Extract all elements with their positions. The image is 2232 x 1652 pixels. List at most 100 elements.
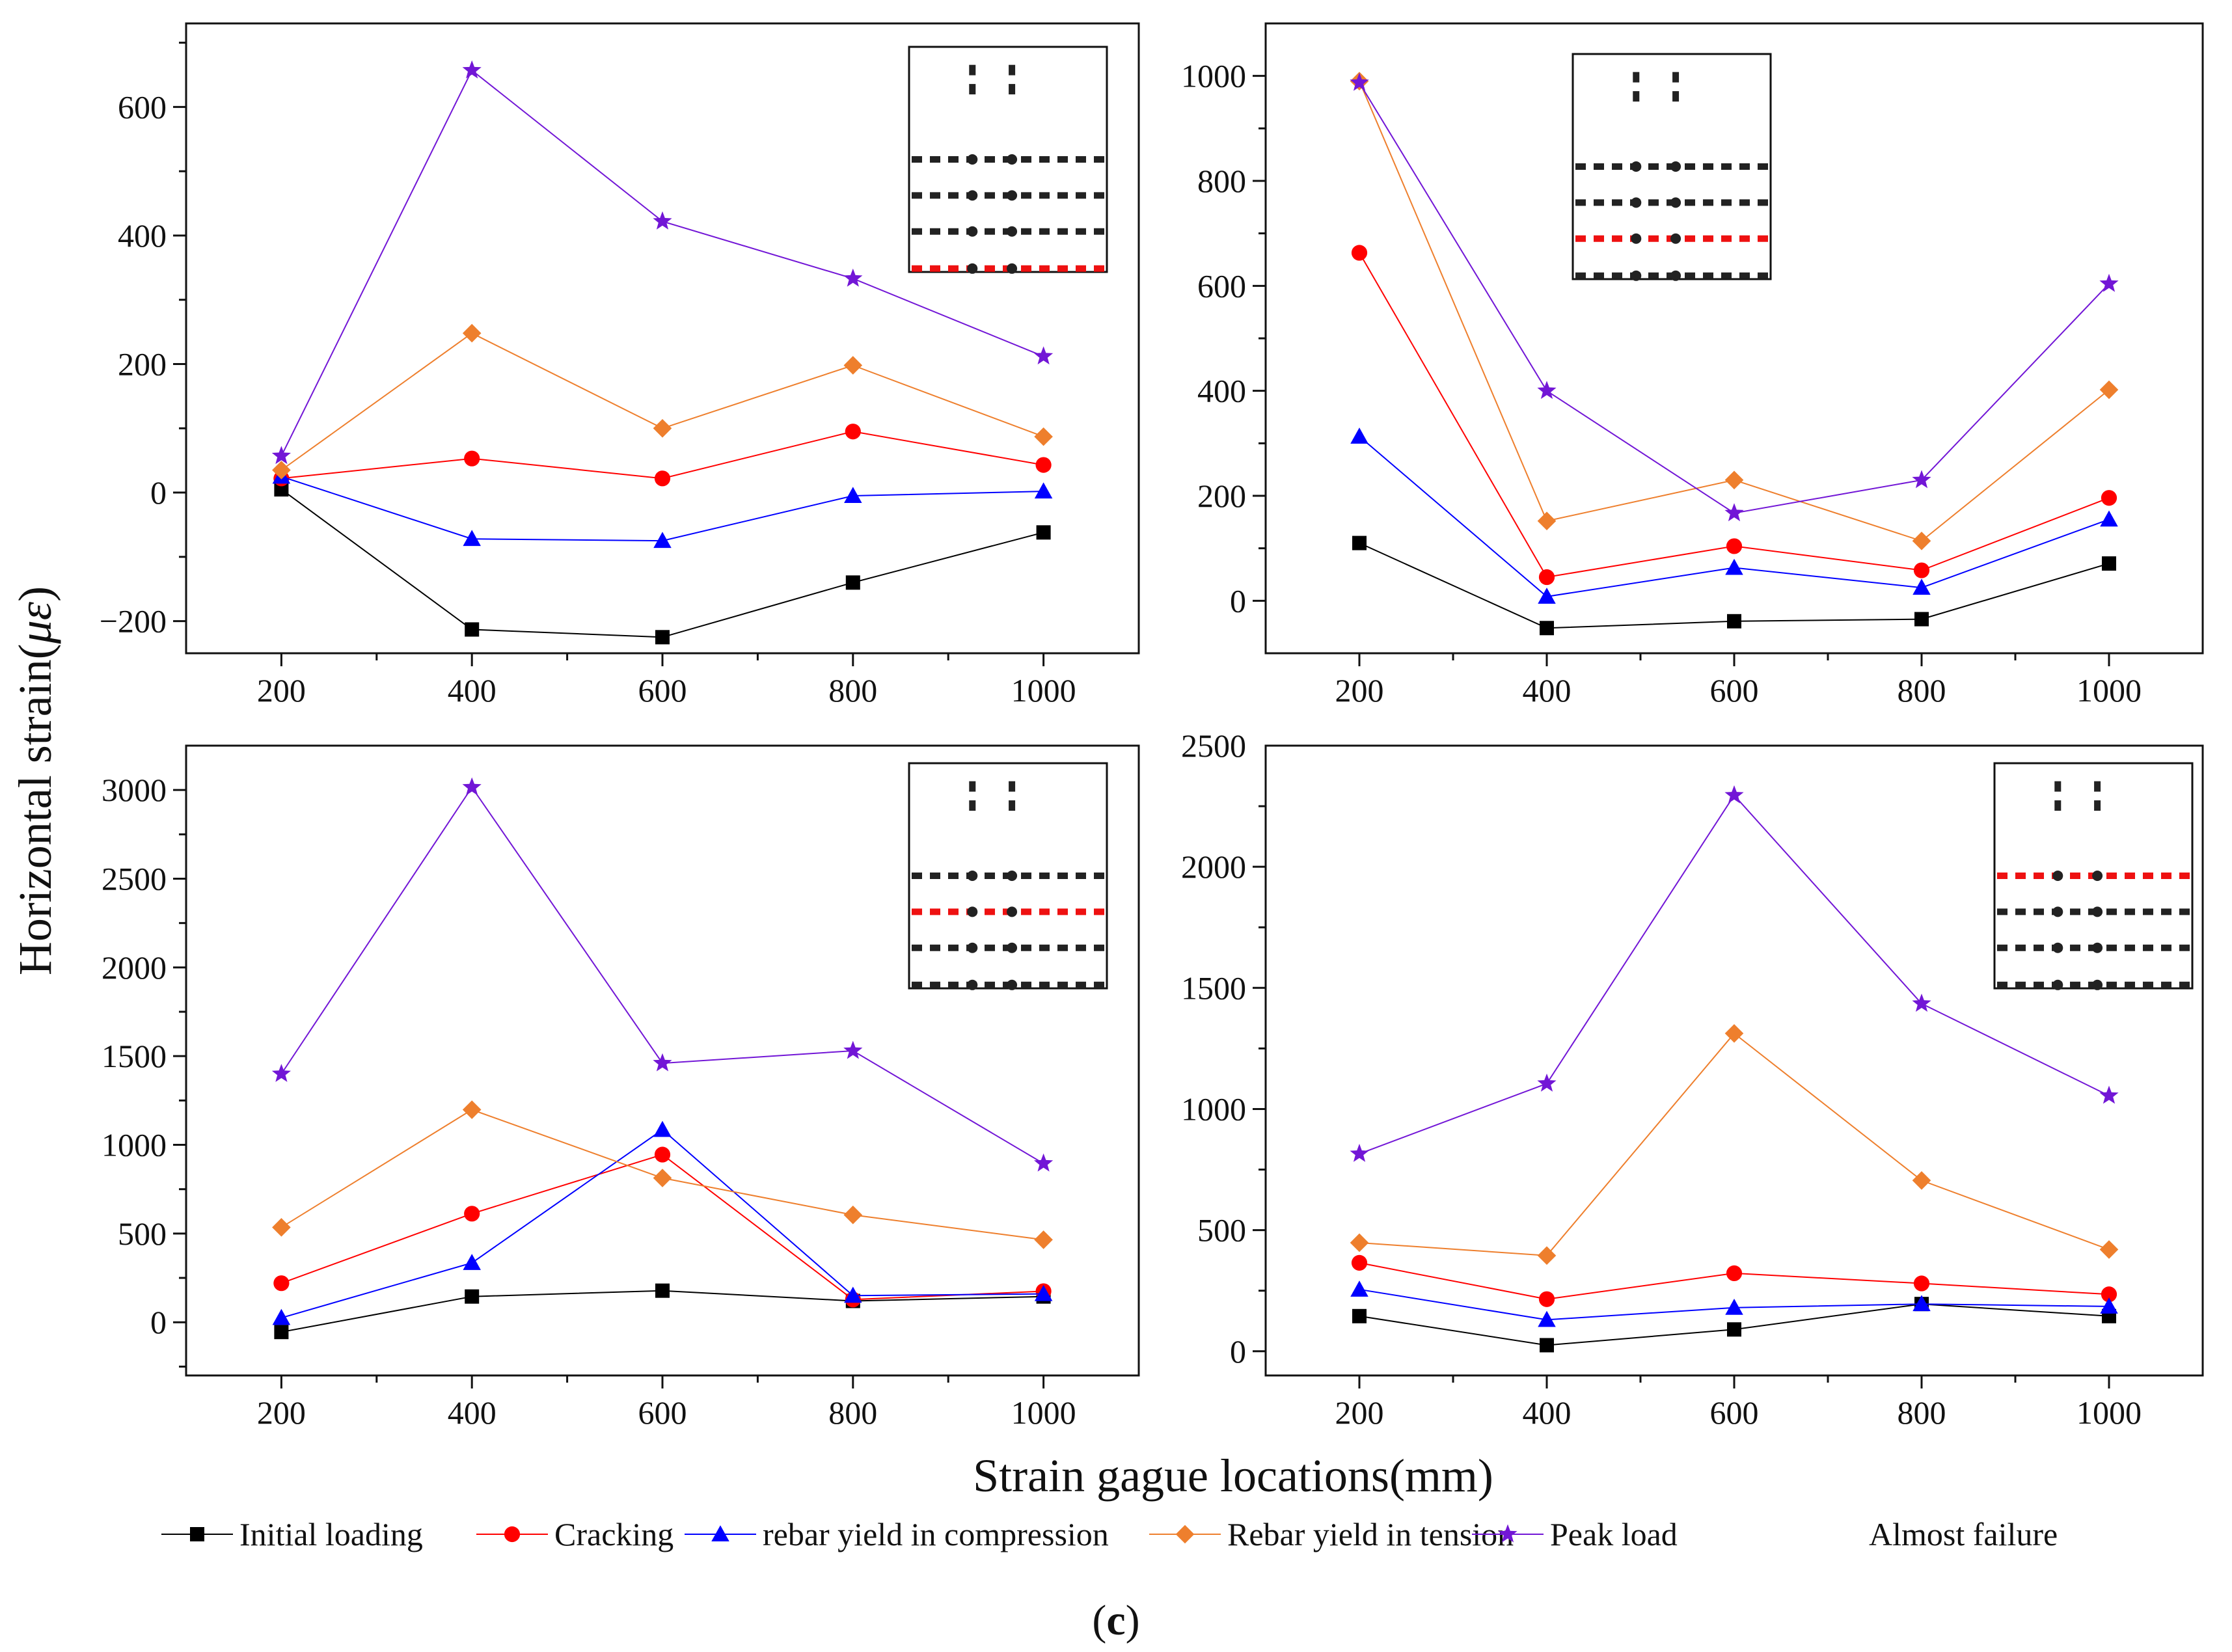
cross-section-inset-2 bbox=[908, 762, 1108, 990]
x-tick-label: 400 bbox=[448, 672, 497, 709]
series-initial-loading bbox=[274, 482, 1051, 645]
data-point-rebar-yield-in-tension bbox=[462, 1100, 482, 1119]
inset-rebar-dot bbox=[1007, 226, 1018, 237]
data-point-rebar-yield-in-tension bbox=[1350, 1233, 1369, 1253]
inset-rebar-dot bbox=[1007, 154, 1018, 165]
y-axis-title: Horizontal strain(με) bbox=[9, 586, 61, 975]
panel-top-left: 200 400 600 800 1000 −200 0 200 400 600 bbox=[100, 22, 1140, 709]
data-point-cracking bbox=[654, 470, 671, 487]
inset-rebar-dot bbox=[967, 154, 978, 165]
y-tick-label: 2000 bbox=[1181, 848, 1246, 885]
series-peak-load bbox=[271, 777, 1054, 1172]
series-initial-loading bbox=[274, 1283, 1051, 1340]
data-point-initial-loading bbox=[1727, 614, 1741, 629]
data-point-initial-loading bbox=[1540, 1338, 1554, 1353]
x-tick-label: 400 bbox=[1523, 1394, 1572, 1431]
series-rebar-yield-in-compression bbox=[1350, 427, 2118, 604]
panel-bottom-left: 200 400 600 800 1000 0 500 1000 1500 2000 2500 3000 bbox=[102, 744, 1140, 1431]
data-point-initial-loading bbox=[1540, 621, 1554, 636]
data-point-cracking bbox=[1538, 569, 1555, 586]
x-tick-label: 200 bbox=[1335, 1394, 1384, 1431]
x-tick-label: 800 bbox=[828, 672, 877, 709]
data-point-peak-load bbox=[1034, 346, 1054, 365]
data-point-initial-loading bbox=[1914, 612, 1929, 627]
y-tick-label: 1000 bbox=[102, 1127, 167, 1163]
data-point-rebar-yield-in-tension bbox=[1537, 511, 1557, 531]
data-point-rebar-yield-in-tension bbox=[653, 1169, 672, 1187]
series-rebar-yield-in-tension bbox=[272, 1100, 1053, 1249]
data-point-rebar-yield-in-tension bbox=[2099, 1240, 2119, 1259]
y-tick-label: 1500 bbox=[1181, 969, 1246, 1006]
data-point-rebar-yield-in-tension bbox=[272, 461, 291, 480]
y-tick-label: 500 bbox=[1197, 1212, 1246, 1249]
x-tick-label: 200 bbox=[257, 672, 306, 709]
data-point-initial-loading bbox=[655, 630, 670, 645]
data-point-cracking bbox=[464, 1206, 480, 1222]
legend-item-almost-failure: Almost failure bbox=[1791, 1516, 2058, 1552]
data-point-cracking bbox=[1726, 538, 1743, 554]
data-point-cracking bbox=[1726, 1265, 1743, 1281]
legend-swatch-marker bbox=[1175, 1524, 1195, 1544]
inset-rebar-dot bbox=[2052, 942, 2063, 953]
x-tick-label: 400 bbox=[1523, 672, 1572, 709]
x-tick-label: 200 bbox=[1335, 672, 1384, 709]
y-tick-label: 0 bbox=[1230, 582, 1246, 619]
legend-swatch-marker bbox=[1498, 1524, 1517, 1543]
y-tick-label: 200 bbox=[118, 346, 167, 383]
y-tick-label: 200 bbox=[1197, 478, 1246, 514]
data-point-rebar-yield-in-compression bbox=[463, 1254, 481, 1270]
x-tick-label: 1000 bbox=[1011, 1394, 1076, 1431]
cross-section-inset-3 bbox=[1993, 762, 2194, 990]
data-point-cracking bbox=[1351, 1254, 1368, 1271]
data-point-cracking bbox=[464, 450, 480, 467]
legend-item-rebar-yield-in-compression: rebar yield in compression bbox=[685, 1516, 1109, 1552]
y-tick-label: 600 bbox=[118, 88, 167, 125]
data-point-rebar-yield-in-tension bbox=[653, 418, 672, 438]
x-tick-label: 200 bbox=[257, 1394, 306, 1431]
inset-rebar-dot bbox=[967, 263, 978, 274]
legend-item-cracking: Cracking bbox=[476, 1516, 674, 1552]
data-point-rebar-yield-in-compression bbox=[1538, 1310, 1556, 1327]
x-tick-label: 800 bbox=[1898, 1394, 1946, 1431]
y-tick-label: 0 bbox=[1230, 1333, 1246, 1370]
inset-rebar-dot bbox=[1670, 233, 1681, 244]
inset-rebar-dot bbox=[1631, 270, 1642, 281]
data-point-peak-load bbox=[1912, 994, 1931, 1012]
data-point-cracking bbox=[1035, 457, 1052, 473]
data-point-rebar-yield-in-tension bbox=[462, 323, 482, 343]
data-point-cracking bbox=[1913, 562, 1930, 578]
y-axis-title-close: ) bbox=[9, 586, 61, 602]
data-point-rebar-yield-in-compression bbox=[844, 487, 862, 503]
inset-rebar-dot bbox=[1007, 942, 1018, 953]
y-tick-label: 0 bbox=[150, 474, 167, 511]
inset-rebar-dot bbox=[1631, 233, 1642, 244]
data-point-peak-load bbox=[1034, 1153, 1054, 1172]
figure-caption: (c) bbox=[1092, 1597, 1139, 1644]
data-point-initial-loading bbox=[1352, 535, 1367, 550]
data-point-rebar-yield-in-compression bbox=[1350, 427, 1368, 444]
series-line-cracking bbox=[1359, 252, 2110, 578]
data-point-initial-loading bbox=[845, 575, 860, 590]
data-point-cracking bbox=[273, 1275, 290, 1292]
legend-label: rebar yield in compression bbox=[763, 1516, 1109, 1552]
cross-section-inset-0 bbox=[908, 46, 1108, 274]
data-point-initial-loading bbox=[274, 1325, 289, 1340]
legend-item-initial-loading: Initial loading bbox=[161, 1516, 423, 1552]
legend-label: Initial loading bbox=[239, 1516, 423, 1552]
data-point-cracking bbox=[1538, 1291, 1555, 1307]
x-tick-label: 600 bbox=[638, 672, 687, 709]
inset-rebar-dot bbox=[2092, 906, 2103, 917]
data-point-cracking bbox=[2101, 490, 2117, 506]
data-point-initial-loading bbox=[1352, 1308, 1367, 1323]
data-point-rebar-yield-in-compression bbox=[1912, 578, 1931, 595]
panel-bottom-right: 200 400 600 800 1000 0 500 1000 1500 2000 2500 bbox=[1181, 727, 2204, 1431]
y-tick-label: 2500 bbox=[102, 861, 167, 897]
legend-label: Rebar yield in tension bbox=[1227, 1516, 1514, 1552]
y-tick-label: 0 bbox=[150, 1304, 167, 1340]
y-tick-label: 1000 bbox=[1181, 1090, 1246, 1127]
y-tick-label: 500 bbox=[118, 1215, 167, 1252]
data-point-rebar-yield-in-tension bbox=[1912, 1171, 1931, 1190]
data-point-peak-load bbox=[653, 1053, 672, 1072]
inset-rebar-dot bbox=[2092, 942, 2103, 953]
